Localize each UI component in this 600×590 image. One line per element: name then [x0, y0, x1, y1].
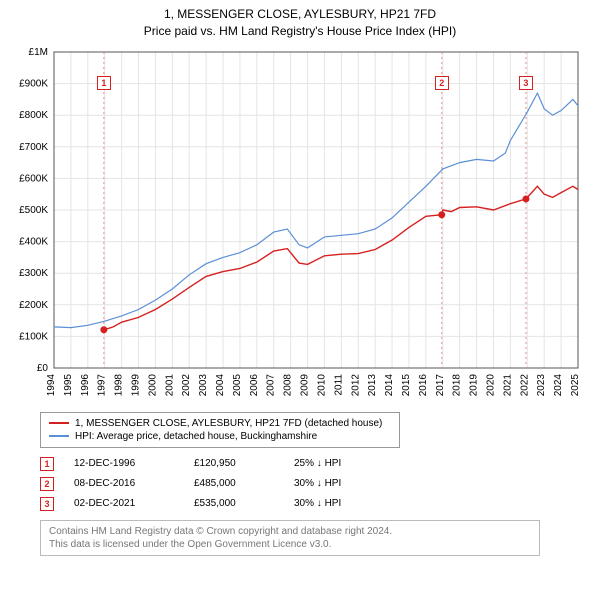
- svg-text:2019: 2019: [469, 373, 480, 396]
- svg-text:2007: 2007: [266, 373, 277, 396]
- legend-label: 1, MESSENGER CLOSE, AYLESBURY, HP21 7FD …: [75, 418, 382, 429]
- legend-item: 1, MESSENGER CLOSE, AYLESBURY, HP21 7FD …: [49, 417, 391, 430]
- svg-text:2010: 2010: [316, 373, 327, 396]
- annotation-date: 02-DEC-2021: [74, 498, 194, 509]
- footer-attribution: Contains HM Land Registry data © Crown c…: [40, 520, 540, 556]
- svg-text:1999: 1999: [131, 373, 142, 396]
- svg-text:2021: 2021: [502, 373, 513, 396]
- footer-line-2: This data is licensed under the Open Gov…: [49, 538, 531, 551]
- svg-text:2015: 2015: [401, 373, 412, 396]
- svg-text:1998: 1998: [114, 373, 125, 396]
- annotation-marker: 2: [40, 477, 54, 491]
- title-line-2: Price paid vs. HM Land Registry's House …: [0, 23, 600, 40]
- svg-text:£800K: £800K: [19, 110, 48, 121]
- svg-text:2001: 2001: [164, 373, 175, 396]
- svg-text:2014: 2014: [384, 373, 395, 396]
- svg-text:1995: 1995: [63, 373, 74, 396]
- svg-text:2025: 2025: [570, 373, 581, 396]
- legend: 1, MESSENGER CLOSE, AYLESBURY, HP21 7FD …: [40, 412, 400, 448]
- annotation-price: £120,950: [194, 458, 294, 469]
- legend-item: HPI: Average price, detached house, Buck…: [49, 430, 391, 443]
- svg-text:1994: 1994: [46, 373, 57, 396]
- annotation-delta: 30% ↓ HPI: [294, 478, 394, 489]
- annotation-marker: 1: [40, 457, 54, 471]
- legend-swatch: [49, 435, 69, 437]
- svg-text:1996: 1996: [80, 373, 91, 396]
- svg-text:2003: 2003: [198, 373, 209, 396]
- chart-container: 1, MESSENGER CLOSE, AYLESBURY, HP21 7FD …: [0, 0, 600, 556]
- chart-marker-3: 3: [519, 76, 533, 90]
- svg-text:2022: 2022: [519, 373, 530, 396]
- annotation-price: £535,000: [194, 498, 294, 509]
- svg-text:2000: 2000: [147, 373, 158, 396]
- svg-text:2008: 2008: [283, 373, 294, 396]
- svg-text:2005: 2005: [232, 373, 243, 396]
- title-line-1: 1, MESSENGER CLOSE, AYLESBURY, HP21 7FD: [0, 6, 600, 23]
- legend-label: HPI: Average price, detached house, Buck…: [75, 431, 317, 442]
- annotation-delta: 30% ↓ HPI: [294, 498, 394, 509]
- annotation-row: 3 02-DEC-2021£535,00030% ↓ HPI: [40, 494, 590, 514]
- svg-text:2011: 2011: [333, 373, 344, 395]
- chart-marker-1: 1: [97, 76, 111, 90]
- annotation-row: 1 12-DEC-1996£120,95025% ↓ HPI: [40, 454, 590, 474]
- svg-text:2012: 2012: [350, 373, 361, 396]
- title-block: 1, MESSENGER CLOSE, AYLESBURY, HP21 7FD …: [0, 0, 600, 44]
- annotation-row: 2 08-DEC-2016£485,00030% ↓ HPI: [40, 474, 590, 494]
- svg-text:£200K: £200K: [19, 299, 48, 310]
- svg-text:£900K: £900K: [19, 78, 48, 89]
- annotation-date: 12-DEC-1996: [74, 458, 194, 469]
- svg-text:2018: 2018: [452, 373, 463, 396]
- svg-text:2004: 2004: [215, 373, 226, 396]
- svg-text:2024: 2024: [553, 373, 564, 396]
- svg-text:£0: £0: [37, 363, 49, 374]
- svg-text:£400K: £400K: [19, 236, 48, 247]
- svg-text:£300K: £300K: [19, 268, 48, 279]
- svg-text:2006: 2006: [249, 373, 260, 396]
- footer-line-1: Contains HM Land Registry data © Crown c…: [49, 525, 531, 538]
- svg-text:£700K: £700K: [19, 141, 48, 152]
- svg-text:2016: 2016: [418, 373, 429, 396]
- legend-swatch: [49, 422, 69, 424]
- chart-marker-2: 2: [435, 76, 449, 90]
- svg-text:2013: 2013: [367, 373, 378, 396]
- svg-text:£600K: £600K: [19, 173, 48, 184]
- annotation-marker: 3: [40, 497, 54, 511]
- svg-text:£1M: £1M: [29, 47, 48, 58]
- annotation-delta: 25% ↓ HPI: [294, 458, 394, 469]
- svg-text:£100K: £100K: [19, 331, 48, 342]
- svg-text:2002: 2002: [181, 373, 192, 396]
- svg-text:2017: 2017: [435, 373, 446, 396]
- annotation-price: £485,000: [194, 478, 294, 489]
- annotation-table: 1 12-DEC-1996£120,95025% ↓ HPI 2 08-DEC-201…: [40, 454, 590, 514]
- svg-text:1997: 1997: [97, 373, 108, 396]
- svg-text:2020: 2020: [485, 373, 496, 396]
- annotation-date: 08-DEC-2016: [74, 478, 194, 489]
- chart-plot-area: £0 £100K £200K £300K £400K £500K £600K £700K £80…: [10, 44, 590, 404]
- svg-text:2023: 2023: [536, 373, 547, 396]
- svg-text:£500K: £500K: [19, 205, 48, 216]
- svg-text:2009: 2009: [300, 373, 311, 396]
